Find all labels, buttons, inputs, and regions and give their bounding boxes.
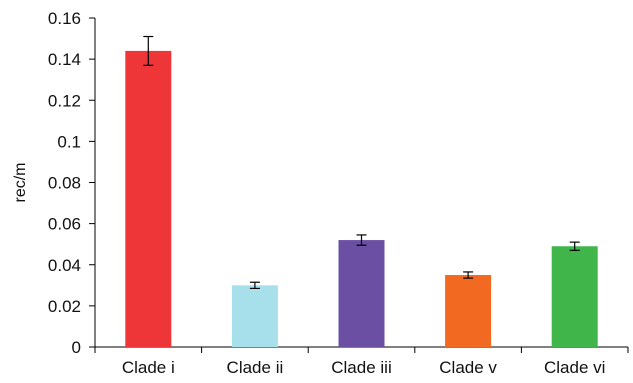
bar xyxy=(338,240,385,347)
bar xyxy=(125,50,172,348)
x-tick-label: Clade iii xyxy=(331,358,391,377)
y-tick-label: 0.1 xyxy=(57,132,81,151)
bars xyxy=(125,50,598,348)
bar xyxy=(231,285,278,347)
x-tick-label: Clade v xyxy=(439,358,497,377)
y-tick-label: 0.12 xyxy=(48,91,81,110)
x-tick-label: Clade vi xyxy=(544,358,605,377)
y-tick-label: 0.06 xyxy=(48,215,81,234)
y-tick-label: 0.16 xyxy=(48,9,81,28)
y-tick-label: 0.04 xyxy=(48,256,81,275)
axes xyxy=(89,17,629,353)
bar xyxy=(551,246,598,347)
bar xyxy=(445,275,492,347)
y-tick-label: 0 xyxy=(72,338,81,357)
x-tick-label: Clade ii xyxy=(227,358,284,377)
y-tick-label: 0.02 xyxy=(48,297,81,316)
tick-labels: 0 0.02 0.04 0.06 0.08 0.1 0.12 0.14 0.16 Clade i C… xyxy=(48,9,606,377)
y-axis-title: rec/m xyxy=(12,163,29,203)
x-tick-label: Clade i xyxy=(122,358,175,377)
y-tick-label: 0.08 xyxy=(48,174,81,193)
error-bars xyxy=(143,35,580,289)
y-tick-label: 0.14 xyxy=(48,50,81,69)
